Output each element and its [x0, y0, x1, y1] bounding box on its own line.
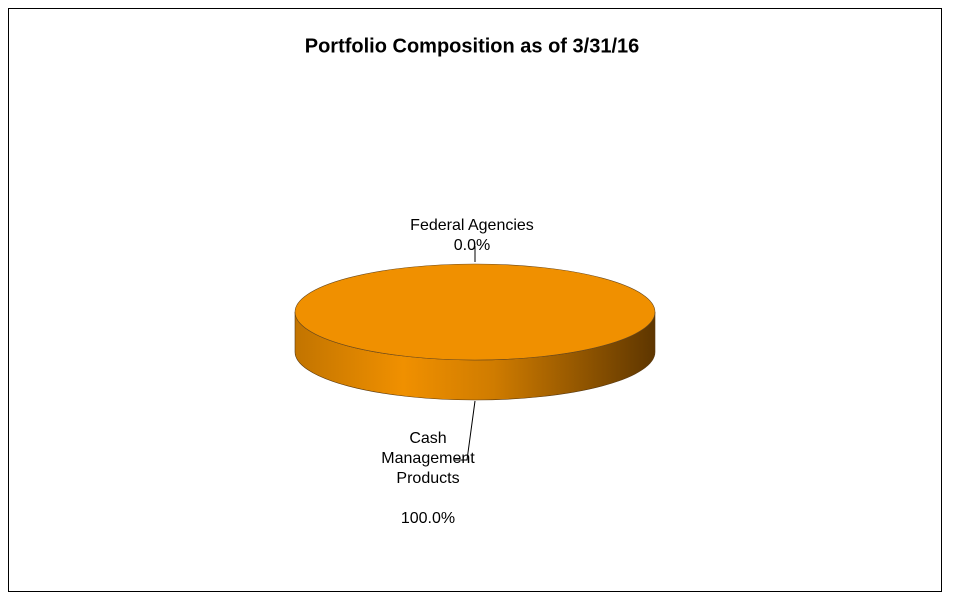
slice-label: Federal Agencies	[410, 217, 534, 234]
leader-line	[455, 400, 476, 461]
pie	[294, 263, 656, 401]
slice-value-label: 0.0%	[454, 237, 490, 254]
slice-label-box: Cash Management Products	[381, 430, 475, 487]
pie-slice	[294, 263, 656, 361]
slice-label: Cash Management Products	[381, 430, 475, 487]
slice-value-label: 100.0%	[401, 510, 455, 527]
chart-title: Portfolio Composition as of 3/31/16	[305, 35, 640, 57]
